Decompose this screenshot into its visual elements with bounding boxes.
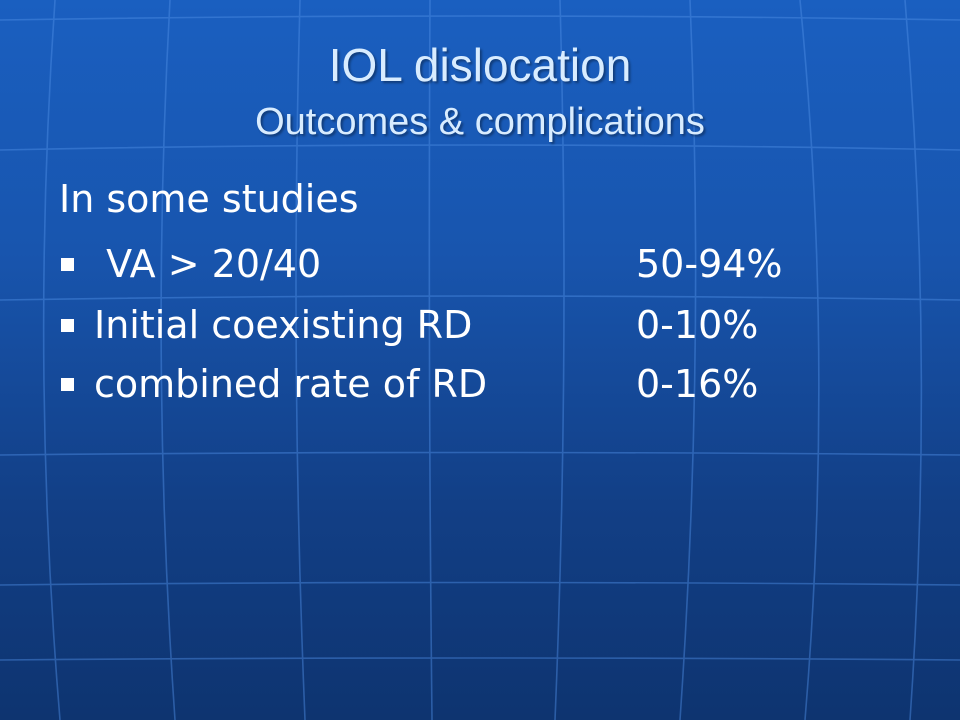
square-bullet-icon (61, 258, 74, 271)
list-item-label: VA > 20/40 (94, 242, 322, 286)
list-item-label: combined rate of RD (94, 362, 488, 406)
intro-text: In some studies (59, 177, 359, 221)
slide-subtitle: Outcomes & complications (255, 101, 705, 143)
list-item: Initial coexisting RD 0-10% (59, 297, 859, 353)
square-bullet-icon (61, 378, 74, 391)
list-item: combined rate of RD 0-16% (59, 356, 859, 412)
list-item-value: 0-10% (636, 303, 759, 347)
slide-title: IOL dislocation (328, 39, 632, 91)
list-item: VA > 20/40 50-94% (59, 236, 859, 292)
list-item-value: 50-94% (636, 242, 783, 286)
list-item-value: 0-16% (636, 362, 759, 406)
list-item-label: Initial coexisting RD (94, 303, 473, 347)
square-bullet-icon (61, 319, 74, 332)
